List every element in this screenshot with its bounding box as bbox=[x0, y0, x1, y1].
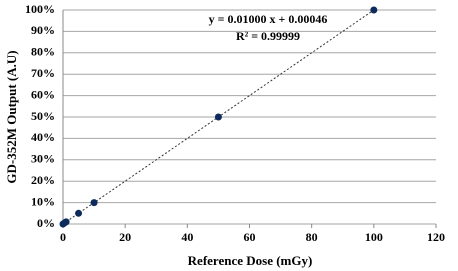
x-tick-label: 60 bbox=[244, 230, 256, 244]
trendline-equation: y = 0.01000 x + 0.00046 bbox=[209, 12, 328, 26]
y-tick-label: 50% bbox=[31, 109, 55, 123]
y-tick-label: 10% bbox=[31, 194, 55, 208]
x-tick-label: 0 bbox=[60, 230, 66, 244]
x-tick-label: 100 bbox=[365, 230, 383, 244]
data-point bbox=[75, 209, 83, 217]
y-tick-label: 0% bbox=[37, 216, 55, 230]
x-axis-title: Reference Dose (mGy) bbox=[188, 253, 313, 268]
y-tick-label: 80% bbox=[31, 45, 55, 59]
y-tick-label: 100% bbox=[25, 2, 55, 16]
data-point bbox=[370, 6, 378, 14]
y-tick-label: 20% bbox=[31, 173, 55, 187]
x-tick-label: 80 bbox=[306, 230, 318, 244]
y-tick-label: 40% bbox=[31, 130, 55, 144]
x-tick-label: 40 bbox=[181, 230, 193, 244]
r-squared: R² = 0.99999 bbox=[236, 29, 300, 43]
y-tick-label: 60% bbox=[31, 87, 55, 101]
y-tick-label: 30% bbox=[31, 152, 55, 166]
y-tick-label: 90% bbox=[31, 23, 55, 37]
x-tick-label: 120 bbox=[427, 230, 445, 244]
data-point bbox=[214, 113, 222, 121]
x-tick-label: 20 bbox=[119, 230, 131, 244]
data-point bbox=[62, 218, 70, 226]
y-axis-title: GD-352M Output (A.U) bbox=[4, 50, 19, 183]
y-tick-label: 70% bbox=[31, 66, 55, 80]
data-point bbox=[90, 199, 98, 207]
